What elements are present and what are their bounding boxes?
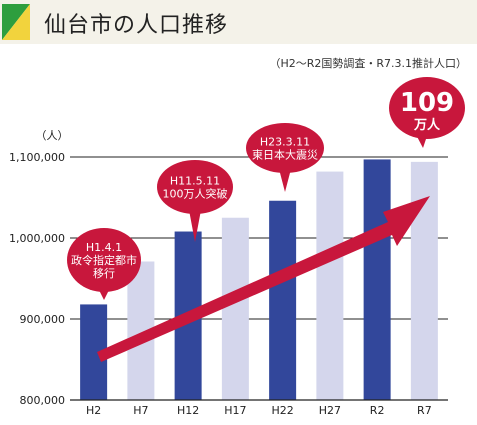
x-tick-label: H12 — [177, 404, 199, 417]
callout-text: 政令指定都市 — [71, 253, 137, 267]
callout-bubble — [67, 228, 141, 292]
x-tick-label: H2 — [86, 404, 101, 417]
page-title: 仙台市の人口推移 — [44, 13, 229, 38]
badge-value: 109 — [400, 88, 454, 118]
x-tick-label: H7 — [133, 404, 148, 417]
y-tick-label: 1,100,000 — [9, 151, 65, 164]
callout-tail — [279, 169, 291, 192]
chart-callouts: H1.4.1政令指定都市移行H11.5.11100万人突破H23.3.11東日本… — [67, 77, 465, 300]
bar — [316, 171, 344, 400]
chart-trend — [97, 196, 430, 362]
chart-axes: 800,000 900,000 1,000,000 1,100,000 （人） H2 H7 H… — [9, 129, 448, 417]
bar — [363, 159, 391, 400]
x-tick-label: R7 — [417, 404, 432, 417]
callout-bubble — [246, 123, 324, 173]
x-tick-label: R2 — [370, 404, 385, 417]
y-tick-label: 1,000,000 — [9, 232, 65, 245]
badge-bubble — [389, 77, 465, 139]
callout-text: H1.4.1 — [86, 241, 122, 254]
callout-text: H23.3.11 — [260, 136, 310, 149]
x-tick-label: H17 — [224, 404, 246, 417]
y-axis-label: （人） — [36, 129, 69, 142]
x-tick-label: H27 — [319, 404, 341, 417]
callout-text: 移行 — [93, 267, 115, 280]
callout-text: H11.5.11 — [170, 175, 220, 188]
callout-tail — [189, 210, 201, 242]
y-tick-label: 900,000 — [20, 313, 66, 326]
x-tick-label: H22 — [271, 404, 293, 417]
header-logo-icon — [2, 4, 30, 40]
bar — [410, 161, 438, 400]
callout-bubble — [157, 160, 233, 214]
chart-source-note: （H2〜R2国勢調査・R7.3.1推計人口） — [269, 57, 467, 70]
callout-text: 100万人突破 — [163, 187, 228, 201]
bar — [269, 200, 297, 400]
trend-arrow-icon — [97, 196, 430, 362]
y-tick-label: 800,000 — [20, 394, 66, 407]
badge-unit: 万人 — [413, 117, 441, 133]
callout-text: 東日本大震災 — [252, 148, 318, 162]
header-bar: 仙台市の人口推移 — [0, 0, 477, 44]
bar — [221, 217, 249, 400]
